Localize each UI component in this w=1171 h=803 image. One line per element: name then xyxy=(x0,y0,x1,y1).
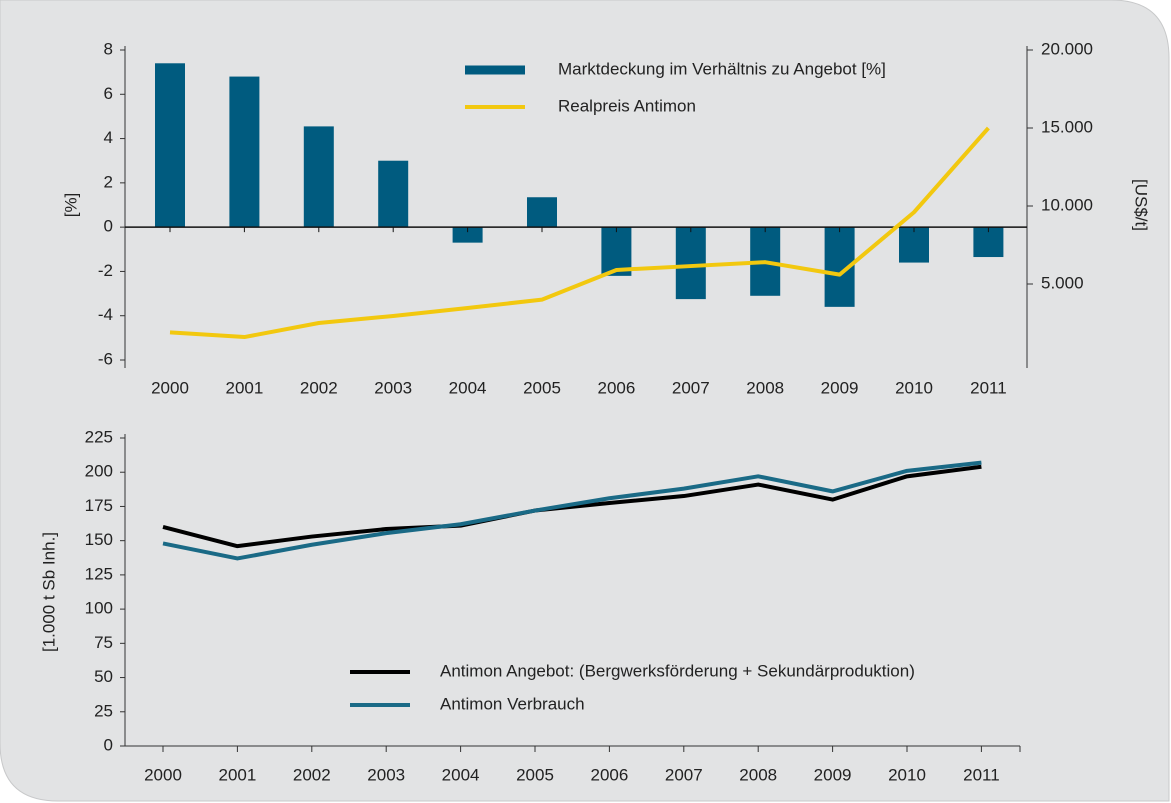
bar xyxy=(155,63,185,228)
y2-axis-label: [US$/t] xyxy=(1132,179,1151,231)
x-tick-label: 2008 xyxy=(746,378,784,397)
x-tick-label: 2004 xyxy=(442,765,480,784)
x-tick-label: 2001 xyxy=(218,765,256,784)
y-tick-label: 0 xyxy=(104,735,113,754)
x-tick-label: 2010 xyxy=(895,378,933,397)
x-tick-label: 2000 xyxy=(144,765,182,784)
line xyxy=(169,126,990,340)
legend-label: Antimon Angebot: (Bergwerksförderung + S… xyxy=(440,661,915,680)
x-tick-label: 2004 xyxy=(449,378,487,397)
x-tick-label: 2011 xyxy=(970,378,1007,397)
y-tick-label: 200 xyxy=(85,462,113,481)
y-tick-label: 125 xyxy=(85,564,113,583)
y-tick-label: 175 xyxy=(85,496,113,515)
x-tick-label: 2011 xyxy=(963,765,1000,784)
y2-tick-label: 5.000 xyxy=(1041,273,1084,292)
y-tick-label: 25 xyxy=(94,701,113,720)
x-tick-label: 2006 xyxy=(597,378,635,397)
x-tick-label: 2005 xyxy=(523,378,561,397)
line xyxy=(162,460,982,561)
bar xyxy=(229,76,260,228)
legend-label: Realpreis Antimon xyxy=(558,96,696,115)
x-tick-label: 2007 xyxy=(672,378,710,397)
bar xyxy=(452,227,483,243)
y-tick-label: -6 xyxy=(98,349,113,368)
y-axis-label: [1.000 t Sb Inh.] xyxy=(39,532,58,652)
x-tick-label: 2006 xyxy=(590,765,628,784)
x-tick-label: 2000 xyxy=(151,378,189,397)
x-tick-label: 2009 xyxy=(821,378,859,397)
bar xyxy=(527,197,557,228)
x-tick-label: 2002 xyxy=(300,378,338,397)
x-tick-label: 2003 xyxy=(374,378,412,397)
x-tick-label: 2007 xyxy=(665,765,703,784)
y-tick-label: 150 xyxy=(85,530,113,549)
y-tick-label: 100 xyxy=(85,599,113,618)
y-tick-label: 4 xyxy=(104,128,113,147)
y-tick-label: -2 xyxy=(98,261,113,280)
y2-tick-label: 15.000 xyxy=(1041,117,1093,136)
y-tick-label: 6 xyxy=(104,84,113,103)
bar xyxy=(899,227,929,263)
x-tick-label: 2005 xyxy=(516,765,554,784)
legend-label: Antimon Verbrauch xyxy=(440,694,585,713)
y-tick-label: 50 xyxy=(94,667,113,686)
y2-tick-label: 20.000 xyxy=(1041,39,1093,58)
x-tick-label: 2009 xyxy=(814,765,852,784)
x-tick-label: 2003 xyxy=(367,765,405,784)
y-tick-label: -4 xyxy=(98,305,113,324)
x-tick-label: 2002 xyxy=(293,765,331,784)
y-axis-label: [%] xyxy=(61,193,80,218)
bar xyxy=(675,227,706,300)
x-tick-label: 2010 xyxy=(888,765,926,784)
legend-label: Marktdeckung im Verhältnis zu Angebot [%… xyxy=(558,59,886,78)
x-tick-label: 2008 xyxy=(739,765,777,784)
y-tick-label: 0 xyxy=(104,217,113,236)
bar xyxy=(378,160,409,228)
y-tick-label: 8 xyxy=(104,39,113,58)
y-tick-label: 2 xyxy=(104,172,113,191)
bar xyxy=(303,126,334,228)
y-tick-label: 225 xyxy=(85,427,113,446)
x-tick-label: 2001 xyxy=(225,378,263,397)
line xyxy=(162,464,982,549)
y2-tick-label: 10.000 xyxy=(1041,195,1093,214)
y-tick-label: 75 xyxy=(94,633,113,652)
